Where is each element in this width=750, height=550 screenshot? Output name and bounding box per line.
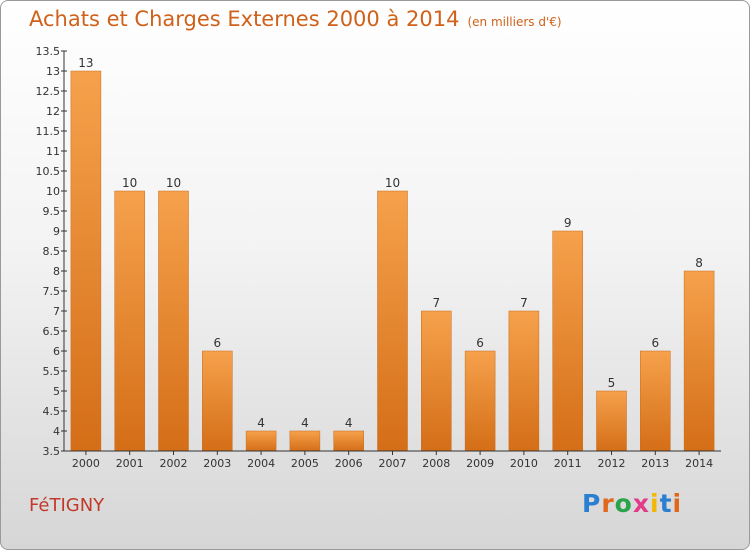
y-tick-label: 9 (53, 225, 60, 238)
x-tick-label: 2003 (203, 457, 231, 470)
y-tick-label: 8.5 (43, 245, 61, 258)
x-tick-label: 2000 (72, 457, 100, 470)
y-tick-label: 6.5 (43, 325, 61, 338)
x-tick-label: 2010 (510, 457, 538, 470)
bar-2004 (245, 430, 277, 452)
bar-2011 (552, 230, 583, 452)
x-tick-label: 2004 (247, 457, 275, 470)
x-tick-label: 2013 (641, 457, 669, 470)
data-label: 10 (122, 176, 137, 190)
x-tick-label: 2007 (379, 457, 407, 470)
data-label: 6 (476, 336, 484, 350)
y-tick-label: 13.5 (36, 45, 61, 58)
data-label: 10 (385, 176, 400, 190)
data-label: 8 (695, 256, 703, 270)
y-tick-label: 12 (46, 105, 60, 118)
bar-2008 (421, 310, 452, 452)
data-label: 13 (78, 56, 93, 70)
y-tick-label: 9.5 (43, 205, 61, 218)
y-tick-label: 5 (53, 385, 60, 398)
bar-2013 (640, 350, 671, 452)
x-axis: 2000 2001 2002 2003 2004 2005 2006 2007 2008 2009… (64, 450, 721, 470)
y-tick-label: 6 (53, 345, 60, 358)
logo-letter: r (601, 489, 615, 518)
bar-2010 (508, 310, 540, 452)
y-tick-label: 4 (53, 425, 60, 438)
y-tick-label: 7 (53, 305, 60, 318)
logo-letter: t (659, 489, 673, 518)
chart-unit: (en milliers d'€) (467, 15, 562, 29)
y-tick-label: 8 (53, 265, 60, 278)
bar-2000 (70, 70, 102, 452)
data-label: 6 (651, 336, 659, 350)
bar-2003 (202, 350, 233, 452)
chart-title: Achats et Charges Externes 2000 à 2014 (e… (29, 7, 562, 31)
x-tick-label: 2005 (291, 457, 319, 470)
y-tick-label: 7.5 (43, 285, 61, 298)
data-label: 7 (432, 296, 440, 310)
data-label: 10 (166, 176, 181, 190)
bar-2007 (377, 190, 408, 452)
data-label: 5 (608, 376, 616, 390)
chart-title-text: Achats et Charges Externes 2000 à 2014 (29, 7, 460, 31)
data-label: 6 (213, 336, 221, 350)
data-label: 7 (520, 296, 528, 310)
bars: 13 10 10 6 4 4 4 10 7 6 7 9 5 6 8 (70, 56, 715, 452)
logo-letter: o (614, 489, 633, 518)
y-tick-label: 10 (46, 185, 60, 198)
y-tick-label: 13 (46, 65, 60, 78)
y-tick-label: 3.5 (43, 445, 61, 458)
bar-2012 (596, 390, 627, 452)
logo-letter: i (672, 489, 683, 518)
data-label: 4 (345, 416, 353, 430)
proxiti-logo: Proxiti (582, 489, 682, 518)
bar-2009 (464, 350, 496, 452)
commune-name: FéTIGNY (29, 495, 105, 516)
data-label: 9 (564, 216, 572, 230)
y-axis: 3.5 4 4.5 5 5.5 6 6.5 7 7.5 8 8.5 9 9.5 10 10.5 11 11.5 1… (36, 45, 67, 458)
logo-letter: i (650, 489, 660, 518)
x-tick-label: 2011 (554, 457, 582, 470)
y-tick-label: 10.5 (36, 165, 61, 178)
y-tick-label: 4.5 (43, 405, 61, 418)
bar-2006 (333, 430, 364, 452)
y-tick-label: 12.5 (36, 85, 61, 98)
logo-letter: x (632, 489, 650, 518)
x-tick-label: 2001 (116, 457, 144, 470)
data-label: 4 (301, 416, 309, 430)
y-tick-label: 11 (46, 145, 60, 158)
x-tick-label: 2014 (685, 457, 713, 470)
logo-letter: P (582, 489, 602, 518)
x-tick-label: 2012 (598, 457, 626, 470)
x-tick-label: 2008 (422, 457, 450, 470)
x-tick-label: 2006 (335, 457, 363, 470)
x-tick-label: 2009 (466, 457, 494, 470)
data-label: 4 (257, 416, 265, 430)
y-tick-label: 5.5 (43, 365, 61, 378)
bar-2005 (289, 430, 321, 452)
x-tick-label: 2002 (160, 457, 188, 470)
bar-2001 (114, 190, 145, 452)
y-tick-label: 11.5 (36, 125, 61, 138)
bar-2002 (158, 190, 189, 452)
bar-2014 (683, 270, 715, 452)
